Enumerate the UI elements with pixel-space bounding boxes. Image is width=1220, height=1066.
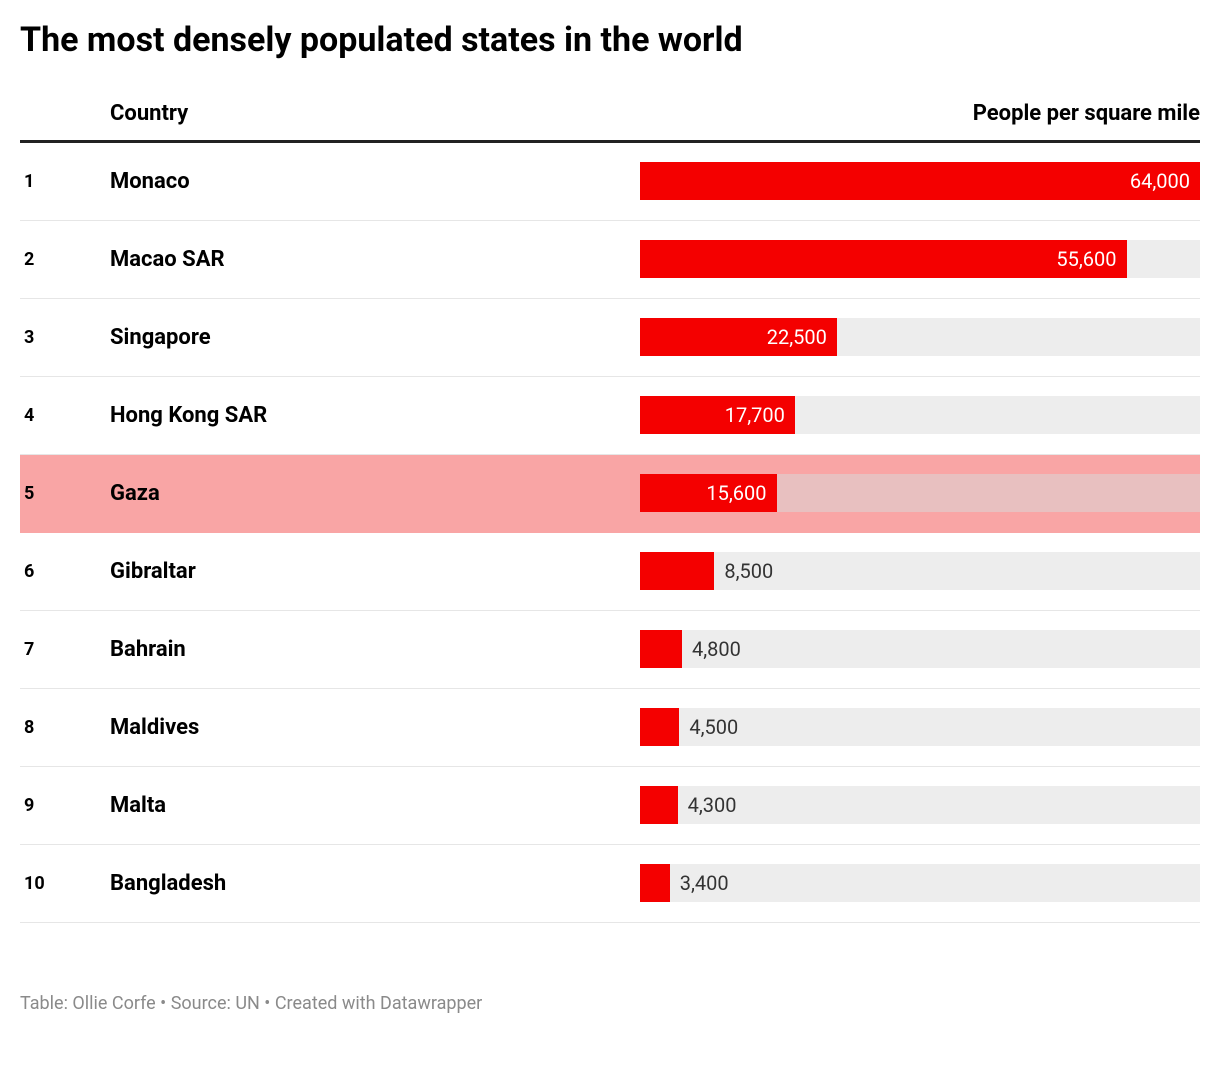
bar-cell: 17,700 xyxy=(640,396,1200,434)
bar-fill xyxy=(640,786,678,824)
rank-cell: 9 xyxy=(20,795,110,816)
rank-cell: 7 xyxy=(20,639,110,660)
country-cell: Gibraltar xyxy=(110,559,640,584)
bar-cell: 4,300 xyxy=(640,786,1200,824)
bar-track: 55,600 xyxy=(640,240,1200,278)
bar-label: 55,600 xyxy=(1056,240,1116,278)
bar-label: 4,300 xyxy=(688,786,737,824)
bar-fill xyxy=(640,630,682,668)
rank-cell: 8 xyxy=(20,717,110,738)
rank-cell: 2 xyxy=(20,249,110,270)
bar-label: 4,800 xyxy=(692,630,741,668)
bar-track: 64,000 xyxy=(640,162,1200,200)
bar-label: 15,600 xyxy=(706,474,766,512)
bar-fill: 17,700 xyxy=(640,396,795,434)
bar-cell: 22,500 xyxy=(640,318,1200,356)
country-cell: Gaza xyxy=(110,481,640,506)
country-cell: Monaco xyxy=(110,169,640,194)
country-cell: Macao SAR xyxy=(110,247,640,272)
density-table: Country People per square mile 1Monaco64… xyxy=(20,91,1200,923)
bar-label: 8,500 xyxy=(724,552,773,590)
bar-fill: 22,500 xyxy=(640,318,837,356)
bar-cell: 15,600 xyxy=(640,474,1200,512)
bar-cell: 64,000 xyxy=(640,162,1200,200)
col-header-country: Country xyxy=(110,101,640,126)
table-row: 4Hong Kong SAR 17,700 xyxy=(20,377,1200,455)
table-header: Country People per square mile xyxy=(20,91,1200,143)
country-cell: Maldives xyxy=(110,715,640,740)
bar-cell: 4,800 xyxy=(640,630,1200,668)
bar-fill xyxy=(640,708,679,746)
table-row: 2Macao SAR 55,600 xyxy=(20,221,1200,299)
rank-cell: 5 xyxy=(20,483,110,504)
bar-fill: 15,600 xyxy=(640,474,777,512)
country-cell: Singapore xyxy=(110,325,640,350)
bar-track: 15,600 xyxy=(640,474,1200,512)
bar-track: 17,700 xyxy=(640,396,1200,434)
chart-footer: Table: Ollie Corfe • Source: UN • Create… xyxy=(20,993,1200,1014)
rank-cell: 4 xyxy=(20,405,110,426)
table-row: 8Maldives 4,500 xyxy=(20,689,1200,767)
table-row: 10Bangladesh 3,400 xyxy=(20,845,1200,923)
bar-cell: 4,500 xyxy=(640,708,1200,746)
rank-cell: 10 xyxy=(20,873,110,894)
bar-label: 22,500 xyxy=(767,318,827,356)
chart-title: The most densely populated states in the… xyxy=(20,20,1200,61)
bar-cell: 3,400 xyxy=(640,864,1200,902)
table-row: 5Gaza 15,600 xyxy=(20,455,1200,533)
bar-label: 17,700 xyxy=(725,396,785,434)
table-row: 9Malta 4,300 xyxy=(20,767,1200,845)
table-row: 7Bahrain 4,800 xyxy=(20,611,1200,689)
rank-cell: 6 xyxy=(20,561,110,582)
bar-fill xyxy=(640,552,714,590)
table-row: 3Singapore 22,500 xyxy=(20,299,1200,377)
bar-track: 3,400 xyxy=(640,864,1200,902)
table-row: 1Monaco 64,000 xyxy=(20,143,1200,221)
bar-cell: 55,600 xyxy=(640,240,1200,278)
bar-track: 4,300 xyxy=(640,786,1200,824)
bar-track: 22,500 xyxy=(640,318,1200,356)
bar-label: 3,400 xyxy=(680,864,729,902)
bar-cell: 8,500 xyxy=(640,552,1200,590)
country-cell: Hong Kong SAR xyxy=(110,403,640,428)
country-cell: Bahrain xyxy=(110,637,640,662)
rank-cell: 1 xyxy=(20,171,110,192)
bar-track: 8,500 xyxy=(640,552,1200,590)
bar-label: 4,500 xyxy=(689,708,738,746)
bar-fill: 64,000 xyxy=(640,162,1200,200)
bar-fill xyxy=(640,864,670,902)
country-cell: Bangladesh xyxy=(110,871,640,896)
table-row: 6Gibraltar 8,500 xyxy=(20,533,1200,611)
bar-label: 64,000 xyxy=(1130,162,1190,200)
bar-track: 4,800 xyxy=(640,630,1200,668)
rank-cell: 3 xyxy=(20,327,110,348)
bar-track: 4,500 xyxy=(640,708,1200,746)
bar-fill: 55,600 xyxy=(640,240,1127,278)
country-cell: Malta xyxy=(110,793,640,818)
table-body: 1Monaco 64,000 2Macao SAR 55,600 3Singapore 2… xyxy=(20,143,1200,923)
col-header-value: People per square mile xyxy=(640,101,1200,126)
